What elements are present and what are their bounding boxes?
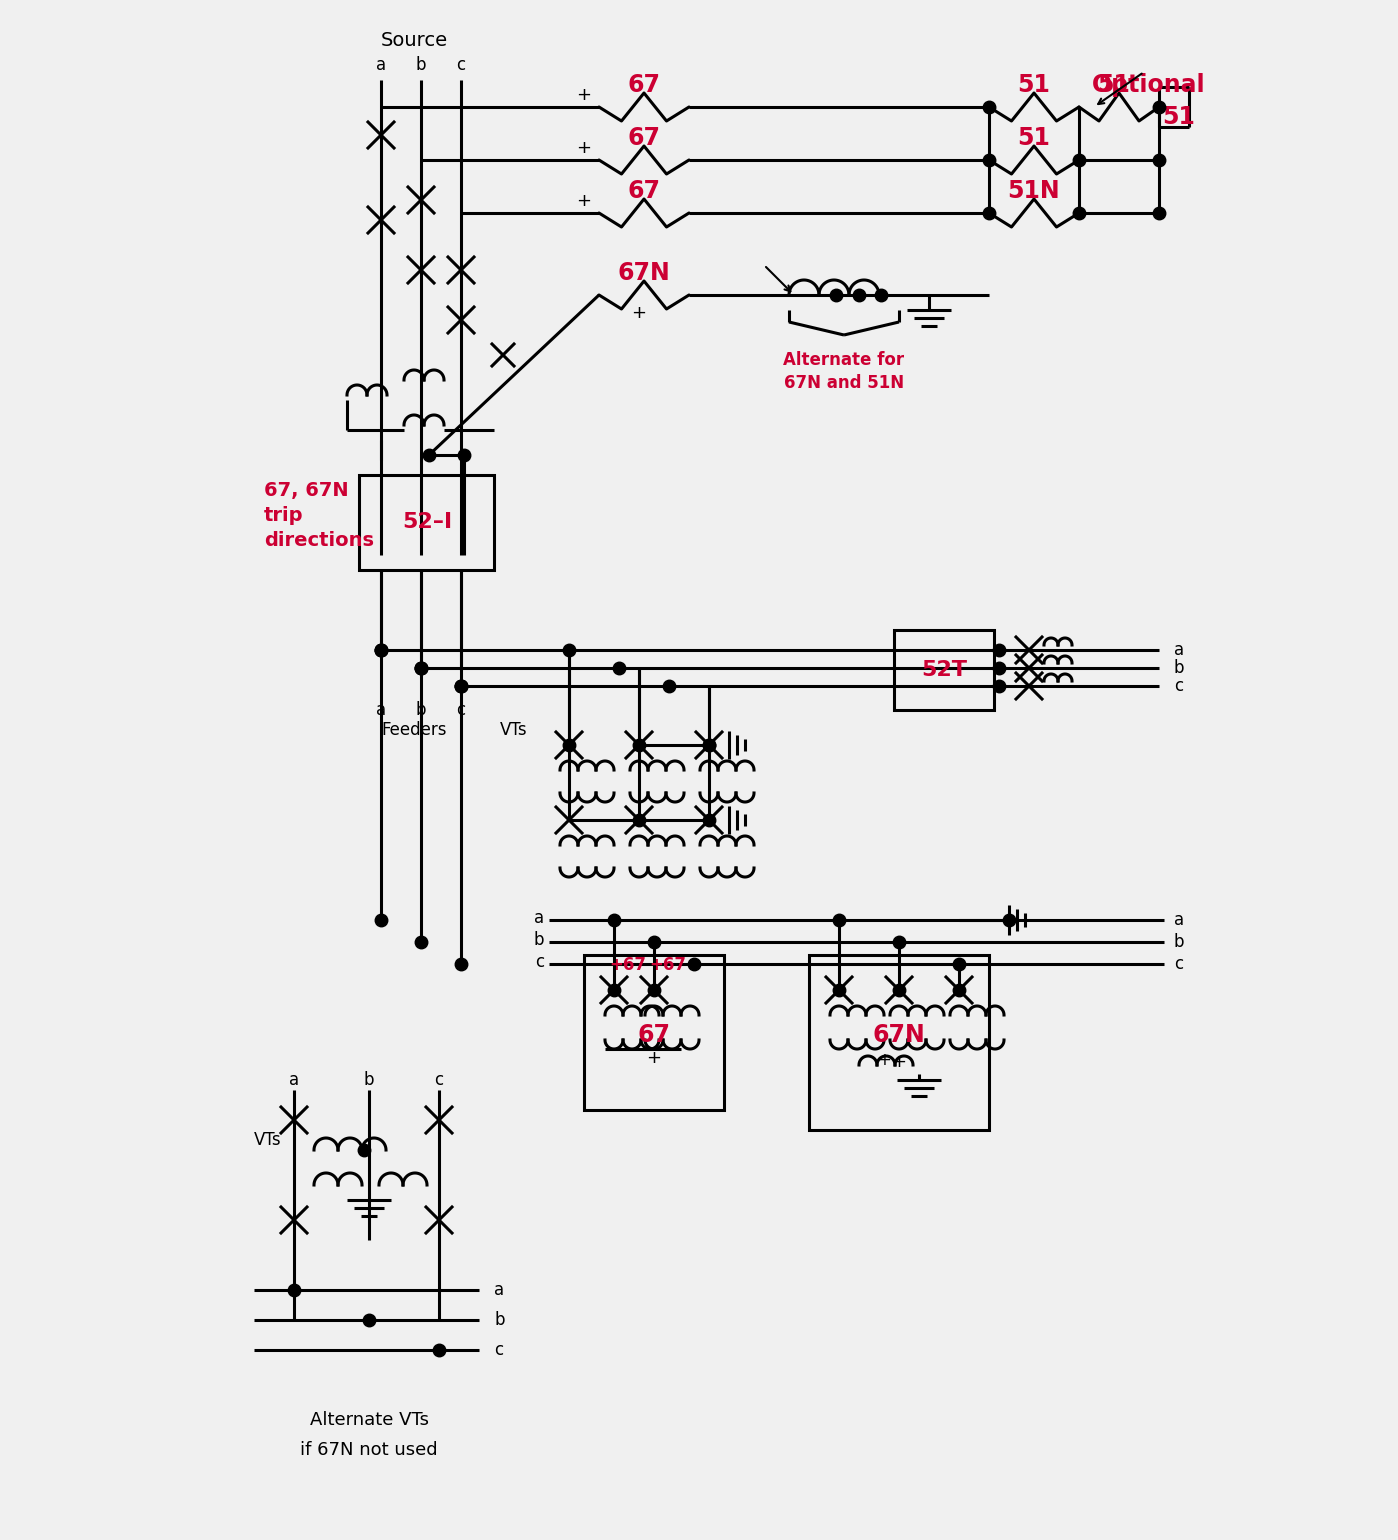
Bar — [359, 474, 493, 570]
Text: +: + — [632, 303, 646, 322]
Text: a: a — [289, 1070, 299, 1089]
Text: +: + — [576, 192, 591, 209]
Text: a: a — [493, 1281, 505, 1300]
Text: 67: 67 — [637, 1023, 671, 1047]
Text: a: a — [534, 909, 544, 927]
Text: Alternate for: Alternate for — [783, 351, 905, 370]
Text: b: b — [493, 1311, 505, 1329]
Text: 67: 67 — [628, 126, 660, 149]
Text: 67N: 67N — [618, 260, 671, 285]
Text: 51N: 51N — [1008, 179, 1060, 203]
Text: +: + — [646, 1049, 661, 1067]
Text: 67: 67 — [628, 179, 660, 203]
Text: 67N and 51N: 67N and 51N — [784, 374, 905, 393]
Text: c: c — [1174, 955, 1183, 973]
Text: Source: Source — [380, 31, 447, 49]
Text: +67: +67 — [610, 956, 646, 973]
Text: VTs: VTs — [500, 721, 528, 739]
Text: a: a — [1174, 641, 1184, 659]
Text: +: + — [892, 1053, 906, 1070]
Text: a: a — [1174, 912, 1184, 929]
Text: a: a — [376, 701, 386, 719]
Text: b: b — [1174, 933, 1184, 952]
Text: 67, 67N: 67, 67N — [264, 480, 348, 499]
Text: 67N: 67N — [872, 1023, 925, 1047]
Text: 51: 51 — [1018, 72, 1050, 97]
Text: 51: 51 — [1018, 126, 1050, 149]
Text: c: c — [456, 701, 466, 719]
Text: 67: 67 — [628, 72, 660, 97]
Text: Feeders: Feeders — [382, 721, 447, 739]
Text: VTs: VTs — [254, 1130, 281, 1149]
Text: +: + — [576, 139, 591, 157]
Text: c: c — [435, 1070, 443, 1089]
Text: Optional: Optional — [1092, 72, 1206, 97]
Text: Alternate VTs: Alternate VTs — [309, 1411, 429, 1429]
Text: 51: 51 — [1163, 105, 1195, 129]
Bar — [584, 955, 724, 1110]
Text: b: b — [534, 932, 544, 949]
Text: +67: +67 — [649, 956, 686, 973]
Text: b: b — [363, 1070, 375, 1089]
Text: if 67N not used: if 67N not used — [301, 1441, 438, 1458]
Text: +: + — [877, 1050, 891, 1069]
Text: c: c — [493, 1341, 503, 1358]
Bar — [809, 955, 988, 1130]
Text: b: b — [1174, 659, 1184, 678]
Text: 52T: 52T — [921, 661, 967, 681]
Text: a: a — [376, 55, 386, 74]
Text: c: c — [1174, 678, 1183, 695]
Text: c: c — [456, 55, 466, 74]
Text: +: + — [576, 86, 591, 105]
Text: b: b — [415, 55, 426, 74]
Text: 51: 51 — [1097, 72, 1131, 97]
Text: directions: directions — [264, 530, 375, 550]
Text: 52–I: 52–I — [403, 511, 452, 531]
Text: c: c — [535, 953, 544, 972]
Text: b: b — [415, 701, 426, 719]
Bar — [893, 630, 994, 710]
Text: trip: trip — [264, 505, 303, 525]
